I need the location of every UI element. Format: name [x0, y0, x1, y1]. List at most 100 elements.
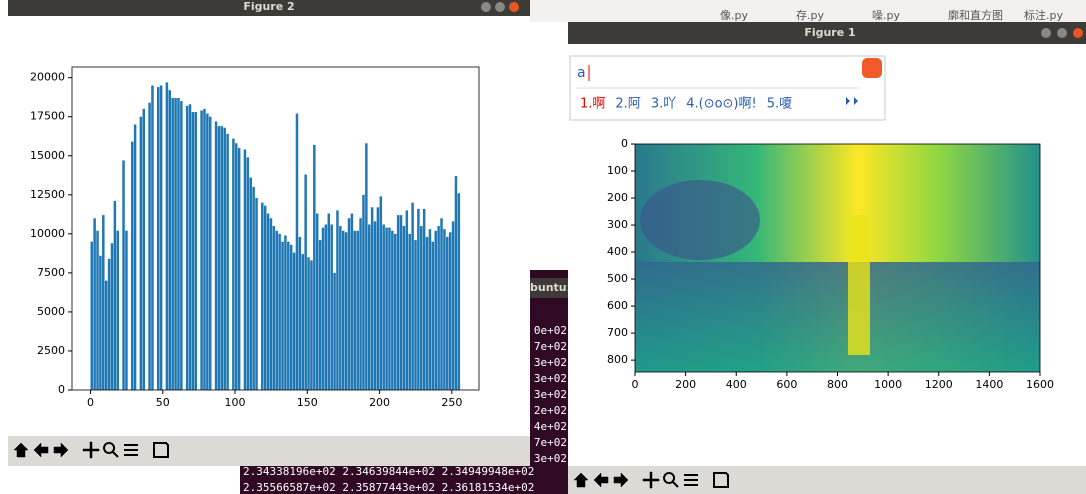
terminal-line: 3e+02: [534, 452, 567, 465]
bar: [414, 240, 417, 390]
bar: [394, 233, 397, 390]
bar: [200, 110, 203, 390]
y-tick-label: 100: [607, 164, 628, 177]
bar: [310, 260, 313, 390]
bar: [428, 229, 432, 390]
bar: [261, 202, 264, 390]
max-button[interactable]: [1057, 28, 1067, 38]
editor-tab: 标注.py: [1024, 8, 1063, 22]
bar: [454, 176, 458, 390]
ime-candidate[interactable]: 1.啊: [580, 97, 605, 112]
terminal-line: 3e+02: [534, 372, 567, 385]
min-button[interactable]: [1041, 28, 1051, 38]
bar: [399, 215, 403, 390]
bar: [206, 113, 209, 390]
terminal-line: 2e+02: [534, 404, 567, 417]
bar: [457, 193, 461, 390]
x-tick-label: 200: [369, 396, 390, 409]
bar: [440, 218, 443, 390]
tool-icon: [593, 472, 609, 488]
ime-pager[interactable]: [846, 97, 858, 105]
y-tick-label: 10000: [30, 227, 65, 240]
terminal-line: 4e+02: [534, 420, 567, 433]
x-tick-label: 1600: [1026, 378, 1054, 391]
bar: [90, 241, 93, 390]
min-button[interactable]: [481, 2, 491, 12]
x-tick-label: 0: [632, 378, 639, 391]
y-tick-label: 0: [621, 137, 628, 150]
bar: [350, 213, 354, 390]
titlebar: [8, 0, 530, 16]
titlebar: [568, 22, 1086, 44]
bar: [451, 221, 455, 390]
y-tick-label: 20000: [30, 71, 65, 84]
bar: [353, 230, 357, 390]
bar: [203, 108, 206, 390]
figure-2-window: Figure 2 0 50 100 150 200 2500250050007500100…: [8, 0, 530, 466]
y-tick-label: 5000: [37, 305, 65, 318]
bar: [116, 230, 120, 390]
bar: [292, 252, 296, 390]
window-title: Figure 1: [804, 26, 855, 39]
bar: [443, 229, 446, 390]
bar: [408, 233, 411, 390]
bar: [180, 101, 183, 390]
toolbar-icons: [573, 471, 729, 489]
bar: [388, 227, 391, 390]
ime-candidate[interactable]: 2.阿: [615, 97, 640, 112]
tool-icon: [573, 472, 589, 488]
tool-icon: [13, 442, 29, 458]
bar: [272, 226, 276, 390]
terminal-line: 2.35566587e+02 2.35877443e+02 2.36181534…: [243, 481, 534, 494]
tool-icon: [82, 441, 100, 459]
bar: [278, 233, 281, 390]
bar: [376, 207, 380, 390]
bar: [171, 97, 174, 391]
y-tick-label: 800: [607, 353, 628, 366]
bar: [396, 215, 400, 390]
tool-icon: [53, 442, 69, 458]
bar: [359, 218, 362, 390]
bar: [295, 113, 299, 390]
ime-candidate[interactable]: 3.吖: [651, 97, 676, 112]
bar: [102, 215, 105, 390]
histogram: 0 50 100 150 200 2500250050007500100001250015…: [30, 66, 480, 409]
bar: [379, 196, 383, 390]
bar: [333, 272, 336, 390]
bar: [341, 230, 345, 390]
y-tick-label: 17500: [30, 110, 65, 123]
close-button[interactable]: [1073, 28, 1083, 38]
bar: [339, 226, 342, 390]
bar: [237, 147, 241, 390]
x-tick-label: 200: [675, 378, 696, 391]
bar: [304, 174, 307, 390]
tool-icon: [153, 442, 169, 458]
terminal-line: 7e+02: [534, 340, 567, 353]
ime-candidate[interactable]: 4.(⊙o⊙)啊!: [686, 97, 757, 112]
close-button[interactable]: [509, 2, 519, 12]
x-tick-label: 1000: [874, 378, 902, 391]
x-tick-label: 150: [297, 396, 318, 409]
x-tick-label: 800: [827, 378, 848, 391]
max-button[interactable]: [495, 2, 505, 12]
bar: [133, 124, 137, 391]
terminal-bottom: [240, 464, 570, 494]
editor-tabs: 像.py 存.py 噪.py 廓和直方图 标注.py: [720, 8, 1063, 22]
bar: [281, 241, 284, 390]
bar: [287, 241, 290, 390]
ime-candidate[interactable]: 5.嗄: [767, 97, 792, 112]
bar: [373, 221, 377, 390]
bar: [269, 218, 273, 390]
bar: [142, 108, 146, 390]
bar: [411, 202, 414, 390]
bar: [252, 187, 255, 390]
bar: [156, 87, 160, 391]
x-tick-label: 600: [776, 378, 797, 391]
bar: [330, 224, 333, 390]
bar: [402, 226, 406, 390]
tool-icon: [684, 474, 698, 486]
bar: [122, 160, 125, 390]
bar: [344, 232, 348, 390]
